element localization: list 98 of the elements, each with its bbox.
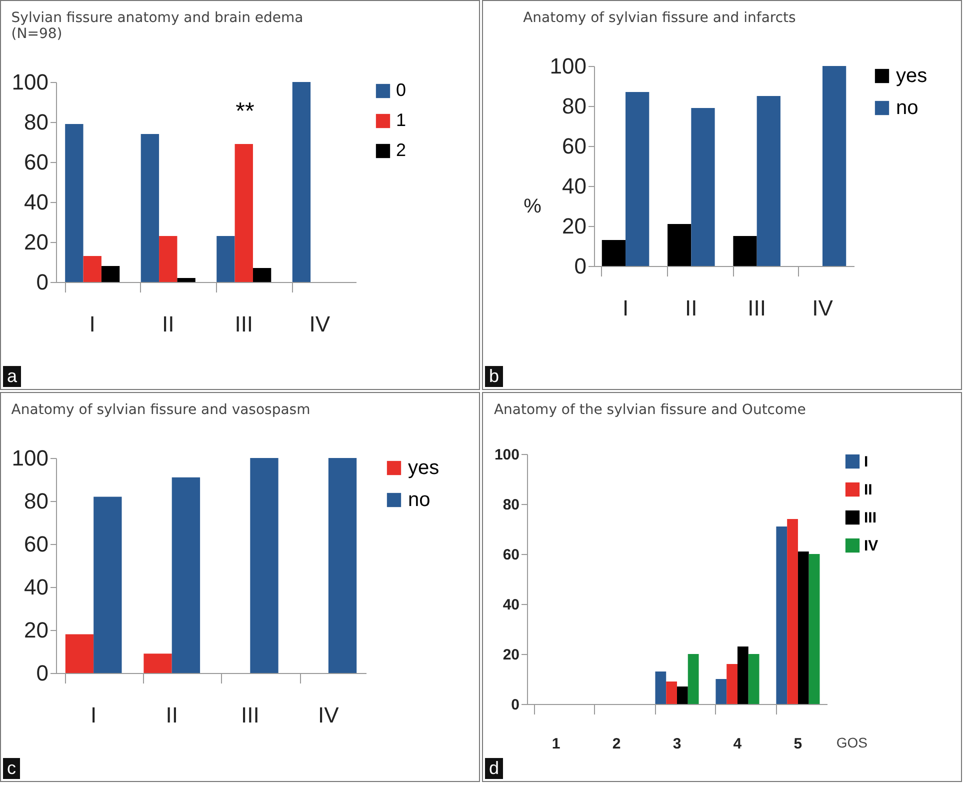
bar (756, 96, 780, 266)
y-tick-label: 80 (24, 488, 48, 514)
bar (328, 458, 357, 673)
bar (65, 634, 94, 673)
y-tick-label: 40 (24, 190, 48, 214)
bar (94, 496, 122, 673)
y-tick-label: 60 (502, 546, 520, 564)
x-tick-label: II (166, 702, 178, 728)
y-tick-label: 80 (562, 94, 586, 118)
x-tick-label: IV (318, 702, 340, 728)
x-tick-label: 2 (612, 736, 621, 752)
x-tick-label: 3 (672, 736, 682, 752)
y-tick-label: 100 (12, 446, 48, 470)
legend-label: 2 (396, 140, 406, 160)
bar (776, 526, 788, 704)
chart-title: Anatomy of sylvian fissure and vasospasm (11, 402, 310, 418)
legend-label: IV (864, 538, 878, 554)
x-tick-label: I (89, 312, 96, 336)
bar (733, 236, 757, 266)
x-tick-label: IV (309, 312, 330, 336)
bar (822, 66, 846, 266)
text: c (3, 758, 20, 779)
y-tick-label: 0 (574, 254, 586, 278)
y-tick-label: 0 (36, 270, 48, 294)
annotation: ** (236, 98, 254, 125)
bar (144, 654, 172, 673)
legend-label: I (864, 454, 868, 470)
bar (101, 266, 120, 282)
y-tick-label: 20 (562, 214, 586, 238)
x-tick-label: 4 (733, 736, 742, 752)
legend-label: III (864, 510, 877, 526)
bar (691, 108, 715, 266)
bar (666, 682, 677, 704)
bar (787, 519, 798, 704)
bar (177, 278, 196, 282)
bar (83, 256, 102, 282)
text: b (485, 366, 504, 387)
y-tick-label: 60 (24, 532, 48, 556)
legend-label: no (896, 97, 918, 119)
y-tick-label: 20 (24, 230, 48, 254)
y-tick-label: 20 (24, 618, 48, 642)
x-tick-label: III (748, 296, 766, 320)
chart-title: Anatomy of the sylvian fissure and Outcome (494, 402, 806, 418)
y-tick-label: 40 (562, 174, 586, 198)
bar (626, 92, 650, 266)
bar (808, 554, 820, 704)
x-tick-label: III (234, 312, 254, 336)
chart-title: Sylvian fissure anatomy and brain edema (N=98) (11, 10, 304, 42)
x-tick-label: I (90, 702, 97, 728)
y-tick-label: 60 (562, 134, 586, 158)
y-tick-label: 80 (24, 110, 48, 134)
legend-label: 1 (396, 110, 406, 130)
legend-label: II (864, 482, 872, 498)
bar (159, 236, 178, 282)
bar (737, 646, 748, 704)
y-tick-label: 0 (511, 696, 520, 714)
x-axis-title: GOS (836, 734, 868, 750)
x-tick-label: II (162, 312, 174, 336)
bar (602, 240, 626, 266)
bar (250, 458, 278, 673)
legend-label: yes (408, 457, 440, 479)
y-tick-label: 100 (550, 54, 586, 78)
y-tick-label: 60 (24, 150, 48, 174)
y-tick-label: 100 (12, 70, 48, 94)
y-tick-label: 40 (24, 574, 48, 600)
x-tick-label: 1 (552, 736, 560, 752)
bar (655, 672, 666, 704)
y-tick-label: 80 (502, 496, 520, 514)
y-axis-title: % (524, 196, 542, 218)
bar (216, 236, 235, 282)
x-tick-label: II (685, 296, 698, 320)
text: a (3, 366, 22, 387)
y-tick-label: 0 (36, 660, 48, 686)
bar (292, 82, 311, 282)
bar (688, 654, 699, 704)
y-tick-label: 100 (494, 446, 520, 464)
y-tick-label: 20 (502, 646, 520, 664)
bar (726, 664, 738, 704)
x-tick-label: I (622, 296, 629, 320)
bar (172, 477, 200, 673)
bar (140, 134, 160, 282)
x-tick-label: III (240, 702, 260, 728)
bar (677, 686, 688, 704)
bar (65, 124, 84, 282)
legend-label: yes (896, 65, 928, 87)
text: d (485, 758, 504, 779)
x-tick-label: 5 (794, 736, 802, 752)
chart-title: Anatomy of sylvian fissure and infarcts (523, 10, 796, 26)
bar (716, 679, 727, 704)
legend-label: no (408, 489, 430, 511)
bar (798, 552, 809, 704)
bar (668, 224, 692, 266)
bar (748, 654, 760, 704)
bar (234, 144, 253, 282)
x-tick-label: IV (812, 296, 834, 320)
bar (252, 268, 272, 282)
y-tick-label: 40 (502, 596, 520, 614)
legend-label: 0 (396, 80, 406, 100)
